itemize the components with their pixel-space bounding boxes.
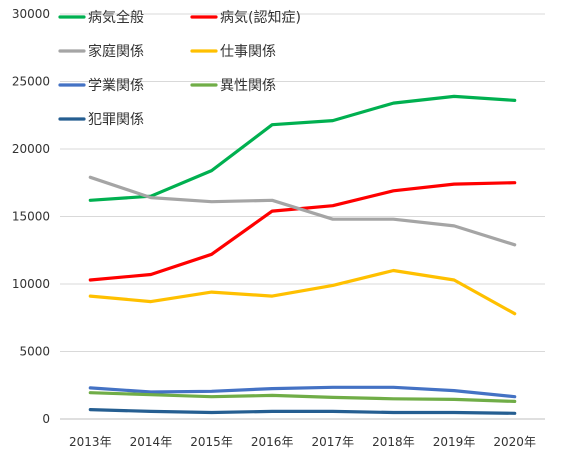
- y-tick-label: 25000: [12, 75, 50, 89]
- y-tick-label: 15000: [12, 210, 50, 224]
- legend-label: 家庭関係: [88, 43, 144, 60]
- series-line: [88, 268, 517, 316]
- x-tick-label: 2019年: [433, 435, 476, 449]
- y-tick-label: 10000: [12, 277, 50, 291]
- series-line: [88, 391, 517, 403]
- gridlines: [60, 13, 545, 420]
- x-tick-label: 2014年: [130, 435, 173, 449]
- legend-label: 学業関係: [88, 78, 144, 94]
- series-line: [88, 385, 517, 399]
- series-line: [88, 175, 517, 247]
- y-tick-label: 5000: [19, 345, 50, 359]
- legend-label: 病気(認知症): [220, 9, 301, 26]
- y-tick-label: 30000: [12, 7, 50, 21]
- y-axis: 0 5000 10000 15000 20000 25000 30000: [12, 7, 50, 426]
- x-tick-label: 2018年: [372, 435, 415, 449]
- series-line: [88, 408, 517, 415]
- x-axis: 2013年 2014年 2015年 2016年 2017年 2018年 2019年 2020年: [69, 435, 536, 449]
- legend-label: 病気全般: [88, 9, 144, 26]
- series-line: [88, 94, 517, 202]
- y-tick-label: 0: [42, 412, 50, 426]
- x-tick-label: 2016年: [251, 435, 294, 449]
- legend-label: 犯罪関係: [88, 112, 144, 128]
- x-tick-label: 2017年: [312, 435, 355, 449]
- x-tick-label: 2013年: [69, 435, 112, 449]
- x-tick-label: 2015年: [190, 435, 233, 449]
- x-tick-label: 2020年: [493, 435, 536, 449]
- series-lines: [88, 94, 517, 415]
- legend-label: 仕事関係: [220, 44, 276, 60]
- legend-label: 異性関係: [220, 78, 276, 94]
- y-tick-label: 20000: [12, 142, 50, 156]
